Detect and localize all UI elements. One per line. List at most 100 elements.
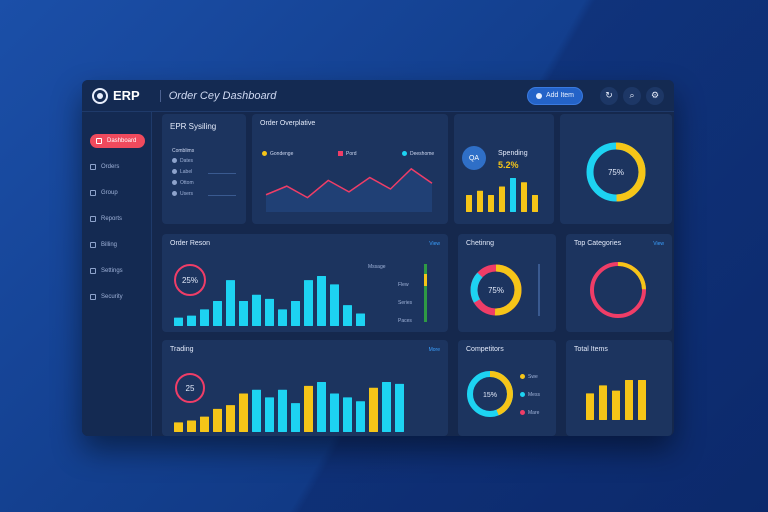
bar [174, 317, 183, 326]
kpi-ring-card: 75% [560, 114, 672, 224]
summary-row-label: Ottom [180, 180, 194, 186]
sidebar-item-reports[interactable]: Reports [90, 212, 145, 226]
group-icon [90, 190, 96, 196]
summary-row: Label [172, 169, 238, 180]
trading-card: Trading More 25 [162, 340, 448, 436]
competitors-donut: 15% [467, 371, 513, 417]
summary-rows: Dates Label Ottom Users [172, 158, 238, 202]
more-link[interactable]: More [428, 347, 440, 353]
progress-bar [424, 264, 427, 322]
bar [466, 195, 472, 212]
bar [599, 385, 607, 420]
legend-label: Swe [528, 374, 538, 380]
sidebar-item-settings[interactable]: Settings [90, 264, 145, 278]
bar [252, 389, 261, 432]
divider [208, 173, 236, 174]
ring-outline [175, 373, 205, 403]
sidebar-item-group[interactable]: Group [90, 186, 145, 200]
bar [612, 390, 620, 420]
app-window: ERP Order Cey Dashboard Add Item ↻ ⌕ ⚙ D… [82, 80, 674, 436]
sidebar-item-billing[interactable]: Billing [90, 238, 145, 252]
bar-legend: Paces [398, 318, 412, 324]
card-title: Order Reson [170, 240, 211, 247]
shield-icon [90, 294, 96, 300]
summary-row: Ottom [172, 180, 238, 191]
bar [174, 422, 183, 432]
sidebar-item-label: Group [101, 190, 118, 196]
legend-dot-icon [520, 410, 525, 416]
view-link[interactable]: View [429, 241, 440, 247]
order-bars-card: Order Reson View 25% Mssage Flew Series … [162, 234, 448, 332]
legend-label: Mare [528, 410, 540, 416]
top-actions: Add Item ↻ ⌕ ⚙ [526, 86, 664, 105]
logo-text: ERP [113, 88, 140, 103]
legend-dot-icon [520, 392, 525, 398]
legend-item: Mess [520, 392, 540, 398]
sidebar-item-orders[interactable]: Orders [90, 160, 145, 174]
categories-ring [590, 262, 646, 318]
sidebar-item-label: Reports [101, 216, 123, 222]
trading-ring: 25 [175, 373, 205, 403]
bar [252, 294, 261, 326]
orders-icon [90, 164, 96, 170]
bar [521, 182, 527, 212]
card-title: Chetinng [466, 240, 495, 247]
top-bar: ERP Order Cey Dashboard Add Item ↻ ⌕ ⚙ [82, 80, 674, 112]
bar [532, 195, 538, 212]
line-area [266, 168, 432, 212]
bar [343, 397, 352, 432]
sidebar-item-security[interactable]: Security [90, 290, 145, 304]
gear-icon: ⚙ [650, 90, 660, 100]
legend-item: Deeshome [402, 151, 434, 157]
sidebar-item-label: Billing [101, 242, 118, 248]
ring-fill [590, 262, 646, 318]
settings-button[interactable]: ⚙ [646, 86, 664, 105]
donut-value: 15% [483, 392, 497, 399]
view-link[interactable]: View [653, 241, 664, 247]
bar [304, 385, 313, 432]
bar [369, 387, 378, 432]
summary-row: Dates [172, 158, 238, 169]
add-item-button[interactable]: Add Item [526, 86, 583, 105]
sidebar-item-dashboard[interactable]: Dashboard [90, 134, 145, 148]
settings-icon [90, 268, 96, 274]
total-items-card: Total Items [566, 340, 672, 436]
logo[interactable]: ERP [92, 87, 140, 104]
bar [213, 408, 222, 432]
refresh-button[interactable]: ↻ [600, 86, 618, 105]
donut-seg-yellow [470, 264, 522, 316]
sidebar-item-label: Security [101, 294, 123, 300]
top-categories-card: Top Categories View [566, 234, 672, 332]
sidebar-item-label: Dashboard [107, 138, 137, 144]
reports-icon [90, 216, 96, 222]
search-button[interactable]: ⌕ [623, 86, 641, 105]
card-title: EPR Sysiling [170, 122, 217, 131]
dot-icon [172, 169, 177, 175]
competitors-card: Competitors 15% Swe Mess Mare [458, 340, 556, 436]
bar [304, 280, 313, 326]
bar [239, 393, 248, 432]
order-overview-card: Order Overplative Gondenge Pord Deeshome [252, 114, 448, 224]
order-line-chart [265, 167, 433, 212]
kpi-ring: 75% [586, 142, 646, 202]
legend-item: Gondenge [262, 151, 293, 157]
bar [213, 301, 222, 326]
card-title: Competitors [466, 346, 504, 353]
spending-bar-chart [466, 178, 538, 212]
legend-dot-icon [402, 151, 407, 157]
bar [317, 276, 326, 326]
legend-label: Pord [346, 151, 357, 157]
bar [638, 380, 646, 420]
bar [317, 382, 326, 432]
spending-card: QA Spending 5.2% [454, 114, 554, 224]
bar [187, 315, 196, 326]
bar [200, 309, 209, 326]
summary-row: Users [172, 191, 238, 202]
bar [395, 383, 404, 432]
summary-subtitle: Comblims [172, 148, 195, 154]
legend-label: Gondenge [270, 151, 294, 157]
bar [239, 301, 248, 326]
legend-dot-icon [520, 374, 525, 380]
bar [488, 195, 494, 212]
bar [291, 403, 300, 432]
